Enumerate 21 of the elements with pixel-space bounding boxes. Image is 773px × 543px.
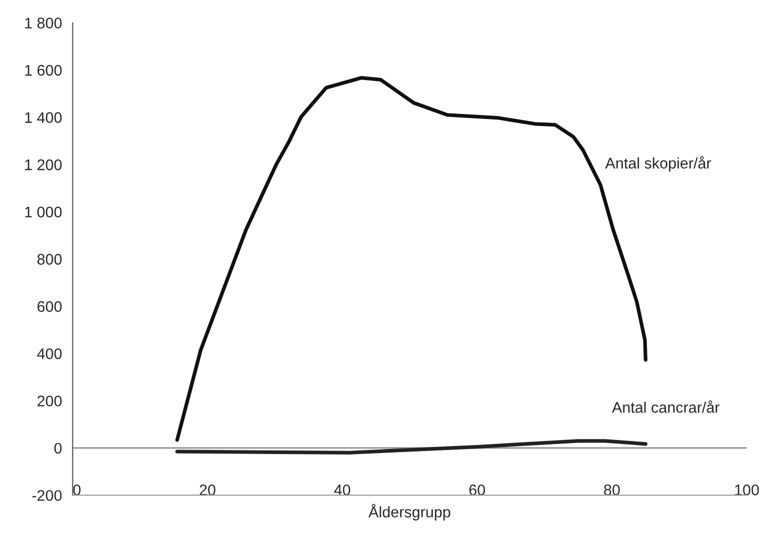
- x-tick-label: 20: [200, 484, 216, 496]
- x-tick-label: 40: [334, 484, 350, 496]
- y-tick-label: 1 200: [25, 159, 62, 170]
- series-label: Antal cancrar/år: [612, 400, 720, 413]
- x-tick-label: 80: [604, 484, 620, 496]
- y-tick-label: 200: [38, 396, 62, 406]
- y-tick-label: 1 600: [25, 64, 62, 76]
- x-axis-title: Åldersgrupp: [368, 504, 450, 520]
- y-tick-label: 1 000: [25, 206, 62, 218]
- y-tick-label: 1 800: [25, 18, 62, 28]
- x-tick-label: 100: [735, 484, 759, 496]
- y-tick-label: 400: [37, 348, 62, 360]
- y-tick-label: 0: [54, 442, 62, 454]
- y-tick-label: 800: [37, 254, 62, 265]
- y-tick-label: 600: [38, 301, 62, 312]
- y-tick-label: -200: [32, 490, 62, 501]
- series-label: Antal skopier/år: [605, 156, 712, 172]
- y-tick-label: 1 400: [25, 112, 62, 123]
- x-tick-label: 60: [469, 484, 485, 496]
- x-tick-label: 0: [73, 484, 81, 496]
- line-series: [175, 439, 648, 455]
